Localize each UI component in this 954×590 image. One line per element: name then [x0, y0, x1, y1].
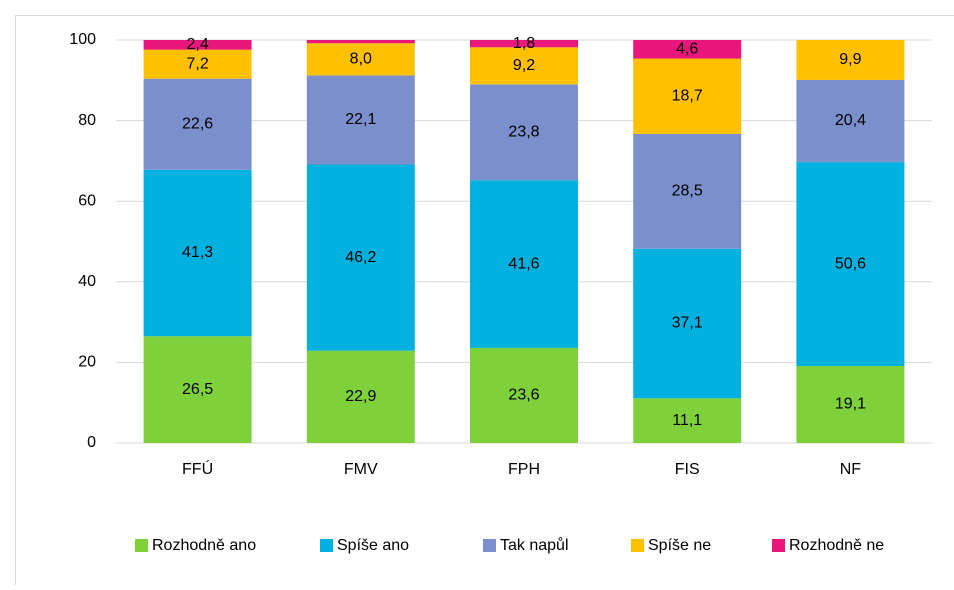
data-label: 28,5 [672, 183, 703, 200]
data-label: 4,6 [676, 40, 698, 57]
y-tick-label: 0 [87, 434, 96, 451]
data-label: 41,6 [508, 255, 539, 272]
legend-swatch [320, 539, 333, 552]
x-tick-label: FIS [675, 461, 700, 478]
data-label: 7,2 [186, 55, 208, 72]
x-tick-label: NF [840, 461, 862, 478]
data-label: 50,6 [835, 255, 866, 272]
legend-swatch [772, 539, 785, 552]
data-label: 20,4 [835, 112, 866, 129]
data-label: 37,1 [672, 315, 703, 332]
legend-swatch [631, 539, 644, 552]
data-label: 46,2 [345, 249, 376, 266]
data-label: 22,6 [182, 115, 213, 132]
data-label: 2,4 [186, 36, 208, 53]
data-label: 9,9 [839, 51, 861, 68]
x-tick-label: FPH [508, 461, 540, 478]
y-tick-label: 40 [78, 273, 96, 290]
y-tick-label: 60 [78, 192, 96, 209]
bar-segment [307, 40, 415, 43]
y-tick-label: 100 [69, 31, 96, 48]
data-label: 19,1 [835, 396, 866, 413]
data-label: 41,3 [182, 244, 213, 261]
legend-label: Spíše ne [648, 537, 711, 554]
legend-label: Tak napůl [500, 536, 569, 554]
data-label: 22,9 [345, 388, 376, 405]
data-label: 23,6 [508, 387, 539, 404]
legend-swatch [483, 539, 496, 552]
legend-label: Spíše ano [337, 537, 409, 554]
y-tick-label: 20 [78, 354, 96, 371]
data-label: 11,1 [672, 412, 702, 429]
legend-label: Rozhodně ano [152, 537, 256, 554]
y-tick-label: 80 [78, 112, 96, 129]
data-label: 8,0 [350, 51, 372, 68]
data-label: 23,8 [508, 124, 539, 141]
data-label: 22,1 [345, 111, 376, 128]
legend-swatch [135, 539, 148, 552]
data-label: 1,8 [513, 35, 535, 52]
data-label: 9,2 [513, 57, 535, 74]
data-label: 26,5 [182, 381, 213, 398]
x-tick-label: FFÚ [182, 459, 213, 478]
legend-label: Rozhodně ne [789, 537, 884, 554]
x-tick-label: FMV [344, 461, 378, 478]
data-label: 18,7 [672, 87, 703, 104]
